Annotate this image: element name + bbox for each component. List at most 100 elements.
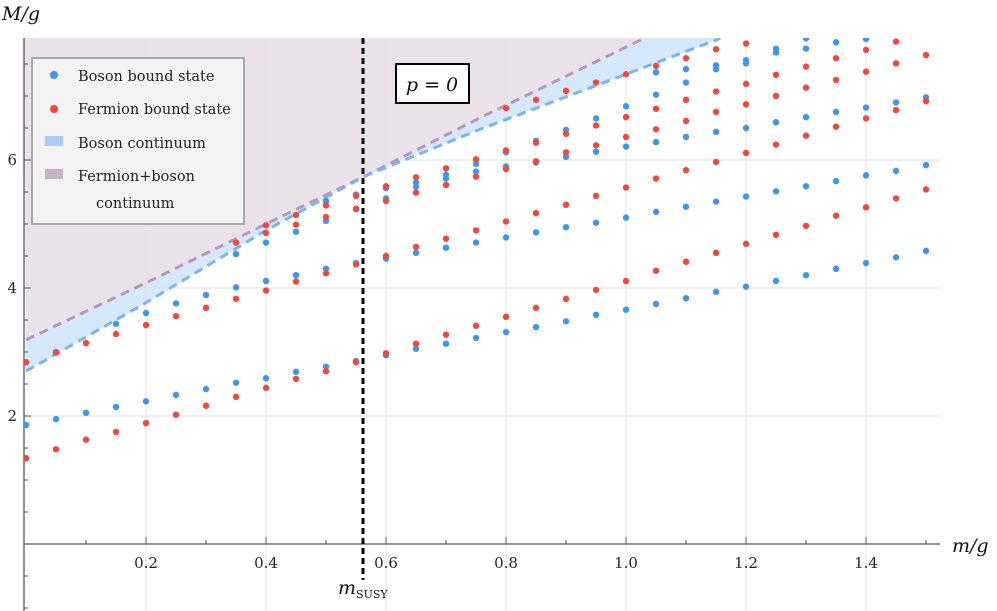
legend-fb-continuum-swatch [45, 169, 63, 179]
boson-point [712, 198, 720, 205]
fermion-point [622, 113, 630, 121]
boson-point [712, 128, 720, 136]
fermion-point [862, 46, 870, 54]
fermion-point [82, 436, 90, 443]
fermion-point [472, 173, 480, 180]
fermion-point [502, 104, 510, 112]
p-annotation-box: p = 0 [395, 63, 470, 104]
boson-point [712, 62, 720, 69]
fermion-point [472, 156, 480, 163]
fermion-point [712, 46, 720, 53]
fermion-point [802, 84, 810, 91]
fermion-point [772, 71, 780, 79]
fermion-point [742, 40, 750, 47]
fermion-point [502, 165, 510, 173]
boson-point [652, 208, 660, 216]
boson-point [262, 375, 270, 382]
m-susy-label-subscript: SUSY [356, 588, 388, 601]
fermion-point [112, 330, 120, 338]
fermion-point [862, 115, 870, 122]
boson-point [712, 288, 720, 296]
boson-threshold-line [25, 38, 721, 373]
boson-point [922, 161, 930, 169]
boson-point [832, 108, 840, 116]
boson-point [772, 45, 780, 52]
boson-point [442, 244, 450, 251]
legend-boson-marker [50, 71, 58, 79]
fermion-point [412, 340, 420, 347]
y-tick-label: 4 [7, 279, 17, 297]
fermion-point [202, 402, 210, 409]
boson-point [52, 416, 60, 423]
boson-point [292, 228, 300, 235]
fermion-point [142, 419, 150, 427]
boson-point [502, 234, 510, 241]
fermion-point [832, 212, 840, 219]
boson-point [562, 153, 570, 160]
fermion-point [622, 184, 630, 191]
fermion-point [682, 117, 690, 125]
fermion-point [892, 60, 900, 67]
fermion-point [262, 229, 270, 237]
boson-point [532, 323, 540, 331]
fermion-point [292, 278, 300, 285]
boson-point [592, 115, 600, 122]
fermion-point [52, 349, 60, 356]
fermion-point [652, 62, 660, 70]
fermion-point [172, 411, 180, 418]
fermion-point [742, 240, 750, 248]
boson-point [742, 124, 750, 132]
y-tick-label: 6 [7, 151, 17, 169]
boson-point [802, 272, 810, 279]
fermion-point [322, 270, 330, 277]
fermion-point [802, 222, 810, 230]
fermion-point [142, 321, 150, 329]
fermion-point [922, 186, 930, 193]
legend-fb-continuum-label: Fermion+boson [78, 169, 195, 185]
x-tick-label: 0.4 [254, 554, 278, 572]
fermion-point [652, 267, 660, 274]
fermion-point [922, 97, 930, 105]
fermion-point [292, 375, 300, 383]
boson-point [652, 138, 660, 146]
boson-point [472, 160, 480, 168]
fermion-point [652, 175, 660, 182]
fermion-point [832, 55, 840, 62]
boson-point [922, 247, 930, 255]
boson-point [892, 167, 900, 175]
boson-point [412, 179, 420, 186]
fermion-point [592, 142, 600, 149]
legend-fermion-label: Fermion bound state [78, 102, 231, 118]
fermion-point [532, 139, 540, 146]
fermion-point [622, 71, 630, 78]
fermion-point [24, 359, 30, 366]
fermion-point [562, 149, 570, 156]
fermion-point [682, 258, 690, 265]
fermion-point [742, 80, 750, 88]
fermion-point [352, 192, 360, 200]
boson-point [442, 340, 450, 347]
boson-point [892, 99, 900, 106]
boson-point [322, 197, 330, 205]
fermion-point [262, 287, 270, 294]
boson-point [652, 69, 660, 76]
boson-point [652, 91, 660, 98]
fermion-point [532, 158, 540, 165]
p-annotation-text: p = 0 [406, 74, 458, 96]
legend-boson-continuum-swatch [45, 136, 63, 146]
boson-point [112, 320, 120, 328]
fermion-point [172, 312, 180, 320]
legend-fb-continuum-label-line2: continuum [96, 196, 175, 212]
fermion-point [382, 183, 390, 190]
boson-point [172, 300, 180, 307]
boson-point [772, 277, 780, 285]
fermion-point [742, 101, 750, 108]
boson-point [112, 403, 120, 411]
fermion-point [352, 359, 360, 366]
boson-point [322, 363, 330, 370]
fermion-point [652, 126, 660, 133]
legend-boson-label: Boson bound state [78, 69, 214, 85]
fermion-point [442, 331, 450, 338]
fermion-point [712, 88, 720, 95]
fermion-point [232, 393, 240, 400]
